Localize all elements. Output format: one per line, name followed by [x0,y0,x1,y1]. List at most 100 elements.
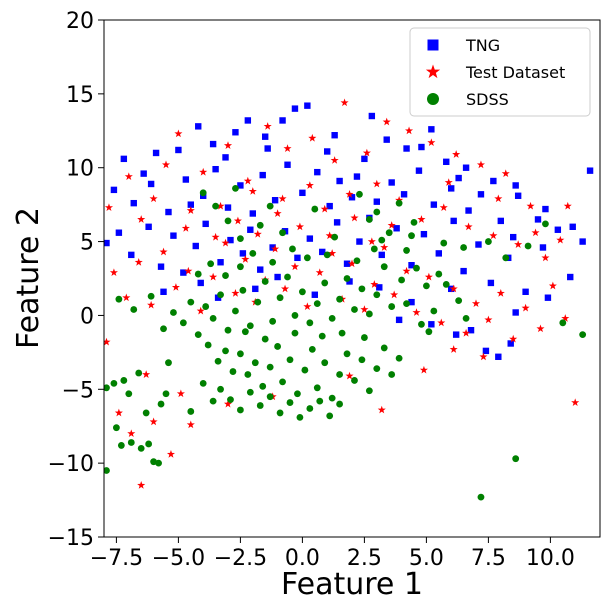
sdss-point [408,232,415,240]
test-dataset-point [514,240,523,248]
tng-point [170,232,177,239]
sdss-point [232,184,239,192]
test-dataset-point [464,222,473,231]
test-dataset-point [340,98,349,107]
tng-point [202,220,209,228]
test-dataset-point [109,268,118,277]
tng-point [331,132,338,139]
y-tick-label: 10 [66,157,94,182]
tng-point [274,273,281,281]
test-dataset-point [427,138,436,147]
sdss-point [207,260,215,268]
test-dataset-point [147,300,156,309]
test-dataset-point [149,194,158,203]
sdss-point [160,325,167,333]
sdss-point [385,229,393,237]
test-dataset-point [315,268,324,277]
test-dataset-point [556,235,565,244]
test-dataset-point [176,389,185,398]
tng-point [104,239,110,247]
sdss-point [284,273,291,281]
sdss-point [388,303,396,310]
test-dataset-point [221,238,230,247]
tng-point [264,145,271,152]
test-dataset-point [149,417,158,426]
sdss-point [199,379,207,387]
test-dataset-point [159,247,168,256]
sdss-point [388,371,396,378]
sdss-point [194,331,202,339]
sdss-point [137,444,145,452]
tng-point [182,176,190,183]
y-tick-label: 5 [80,231,94,256]
tng-point [586,167,594,174]
test-dataset-point [561,314,570,322]
tng-point [195,123,202,130]
tng-point [462,164,470,171]
sdss-point [343,275,351,282]
sdss-point [187,408,195,415]
tng-point [192,242,199,250]
sdss-point [336,371,343,378]
test-dataset-point [452,150,461,158]
test-dataset-point [526,201,535,210]
test-dataset-point [127,429,136,438]
sdss-point [502,254,510,262]
sdss-point [365,387,373,395]
sdss-point [326,412,334,420]
test-dataset-point [484,315,493,324]
sdss-point [579,331,587,339]
test-dataset-point [362,148,371,157]
sdss-point [373,365,381,373]
sdss-point [274,343,281,350]
test-dataset-point [137,215,146,223]
tng-point [497,217,504,225]
legend-box [409,27,591,117]
sdss-point [224,326,232,334]
tng-point [455,174,462,182]
sdss-point [237,350,244,358]
sdss-point [256,221,264,229]
data-points [104,98,594,501]
sdss-point [423,282,430,290]
tng-point [175,146,182,154]
test-dataset-point [509,334,518,343]
sdss-point [229,368,237,375]
tng-point [579,238,586,245]
tng-point [495,353,502,360]
sdss-point [524,242,532,250]
sdss-point [276,294,284,302]
tng-point [227,236,234,244]
tng-point [224,204,232,211]
tng-point [475,241,482,248]
tng-point [304,102,311,109]
sdss-point [254,298,262,306]
tng-point [269,244,276,251]
test-dataset-point [134,258,143,266]
sdss-point [209,397,217,405]
tng-point [333,219,341,226]
test-dataset-point [541,253,550,262]
test-dataset-point [377,405,386,414]
tng-point [237,182,244,189]
y-tick-label: −10 [48,452,94,477]
sdss-point [232,307,239,315]
sdss-point [286,356,294,364]
tng-point [465,207,472,214]
sdss-point [358,356,366,364]
tng-point [403,145,410,152]
tng-point [522,288,529,295]
tng-point [214,294,222,301]
sdss-point [249,249,257,257]
sdss-point [455,297,463,305]
legend-label-sdss: SDSS [466,90,509,109]
tng-point [262,133,269,140]
sdss-point [170,309,177,316]
sdss-point [147,292,155,300]
test-dataset-point [303,302,312,310]
x-tick-label: −2.5 [214,546,267,571]
sdss-point [135,369,143,377]
sdss-point [162,390,170,398]
sdss-point [266,202,274,210]
tng-point [180,269,187,276]
